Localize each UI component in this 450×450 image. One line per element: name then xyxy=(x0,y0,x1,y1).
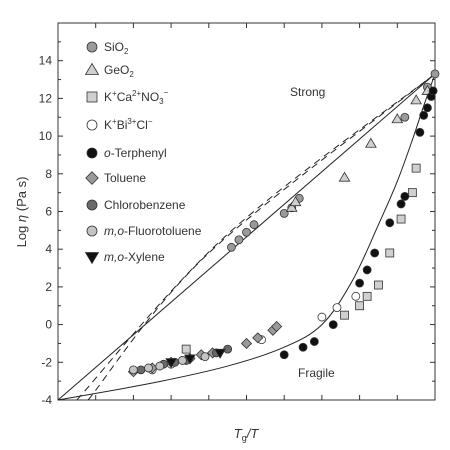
legend-label-sio2: SiO2 xyxy=(104,40,129,56)
point-m-o-xylene xyxy=(165,358,178,369)
legend-marker-0 xyxy=(86,41,98,53)
y-tick-label: 2 xyxy=(45,280,52,294)
point-sio xyxy=(227,242,236,252)
point-o-terphenyl xyxy=(400,192,410,201)
y-tick-label: 6 xyxy=(45,205,52,219)
point-toluene xyxy=(271,320,283,333)
y-tick-label: 0 xyxy=(45,318,52,332)
y-tick-label: 10 xyxy=(39,129,53,143)
point-k-ca2-no3- xyxy=(385,248,395,258)
point-toluene xyxy=(240,337,253,350)
point-k-ca2-no3- xyxy=(362,291,372,301)
x-axis-label: Tg/T xyxy=(234,426,260,443)
y-tick-labels: -4 -2 0 2 4 6 8 10 12 14 xyxy=(39,54,53,407)
point-m-o-fluorotoluene xyxy=(155,361,165,371)
point-m-o-fluorotoluene xyxy=(128,365,138,375)
point-k-ca2-no3- xyxy=(374,280,383,290)
point-m-o-xylene xyxy=(214,348,227,359)
point-sio xyxy=(242,227,251,237)
point-sio xyxy=(234,235,244,245)
legend: SiO2 GeO2 K+Ca2+NO3− K+Bi3+Cl− o-Terphen… xyxy=(84,40,202,265)
legend-label-geo2: GeO2 xyxy=(104,63,134,79)
point-sio xyxy=(249,220,259,230)
point-m-o-fluorotoluene xyxy=(200,352,210,362)
reference-line-dashed-fit-1 xyxy=(87,73,436,401)
point-k-ca2-no3- xyxy=(181,344,191,354)
y-tick-label: -4 xyxy=(41,393,52,407)
point-o-terphenyl xyxy=(385,218,395,228)
legend-label-chlorobenzene: Chlorobenzene xyxy=(104,198,186,212)
legend-marker-3 xyxy=(86,119,98,131)
legend-label-kcano3: K+Ca2+NO3− xyxy=(104,88,169,106)
legend-label-fluorotoluene: m,o-Fluorotoluene xyxy=(104,224,202,238)
point-o-terphenyl xyxy=(355,278,365,288)
y-tick-label: 12 xyxy=(39,91,53,105)
reference-lines xyxy=(57,73,436,401)
point-k-ca2-no3- xyxy=(411,163,421,173)
point-sio xyxy=(400,112,410,122)
point-k-bi3-cl- xyxy=(317,312,327,322)
point-o-terphenyl xyxy=(419,110,429,120)
legend-marker-2 xyxy=(86,91,98,103)
point-k-ca2-no3- xyxy=(340,310,349,320)
point-o-terphenyl xyxy=(428,86,438,96)
point-o-terphenyl xyxy=(309,337,319,346)
y-tick-label: 8 xyxy=(45,167,52,181)
point-geo xyxy=(285,201,298,212)
point-k-ca2-no3- xyxy=(396,214,406,224)
data-points xyxy=(127,69,440,378)
y-tick-label: 4 xyxy=(45,242,52,256)
reference-line-fragile-fit xyxy=(57,73,436,401)
legend-marker-4 xyxy=(86,147,98,159)
legend-label-o-terphenyl: o-Terphenyl xyxy=(104,146,167,160)
point-toluene xyxy=(252,332,264,344)
point-m-o-xylene xyxy=(184,354,196,365)
legend-markers xyxy=(84,41,100,265)
point-geo xyxy=(365,137,377,148)
annotation-fragile: Fragile xyxy=(298,366,335,380)
point-k-bi3-cl- xyxy=(351,291,361,301)
point-o-terphenyl xyxy=(298,342,308,352)
point-m-o-fluorotoluene xyxy=(178,356,187,365)
point-k-ca2-no3- xyxy=(355,301,365,311)
point-k-bi3-cl- xyxy=(332,303,342,313)
legend-marker-5 xyxy=(85,171,99,185)
legend-label-toluene: Toluene xyxy=(104,171,146,185)
point-geo xyxy=(410,94,423,105)
y-axis-label: Log η (Pa s) xyxy=(14,177,29,248)
reference-line-strong-arrhenius xyxy=(57,73,436,401)
legend-label-kbicl: K+Bi3+Cl− xyxy=(104,117,153,132)
point-o-terphenyl xyxy=(396,199,406,209)
legend-marker-7 xyxy=(86,225,98,237)
point-sio xyxy=(430,69,440,79)
point-o-terphenyl xyxy=(370,248,380,258)
legend-label-xylene: m,o-Xylene xyxy=(104,250,165,264)
y-tick-label: -2 xyxy=(41,355,52,369)
annotation-strong: Strong xyxy=(290,85,325,99)
point-o-terphenyl xyxy=(328,320,338,330)
legend-marker-1 xyxy=(84,62,100,75)
point-o-terphenyl xyxy=(362,265,372,275)
point-m-o-fluorotoluene xyxy=(144,363,153,373)
legend-marker-6 xyxy=(86,199,98,211)
point-o-terphenyl xyxy=(423,103,432,113)
legend-marker-8 xyxy=(84,252,100,265)
point-geo xyxy=(391,113,404,124)
point-geo xyxy=(289,196,302,207)
point-geo xyxy=(338,171,351,182)
point-o-terphenyl xyxy=(415,127,425,137)
y-tick-label: 14 xyxy=(39,54,53,68)
point-chlorobenzene xyxy=(136,365,146,375)
point-o-terphenyl xyxy=(279,350,289,360)
point-k-ca2-no3- xyxy=(407,188,417,198)
